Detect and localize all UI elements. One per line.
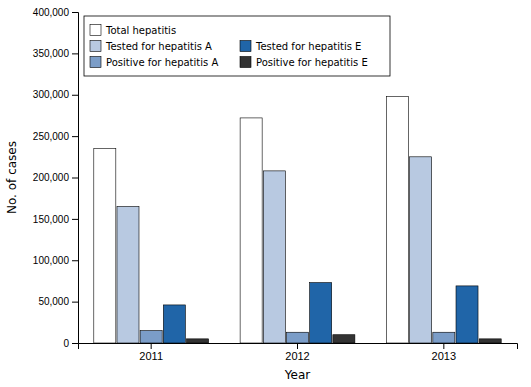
x-tick-mark <box>297 343 298 349</box>
bar <box>310 283 332 343</box>
chart: 2011 2012 2013 0 50,000 100,000 150,000 200,000… <box>0 0 531 387</box>
y-tick: 150,000 <box>33 214 78 225</box>
legend: Total hepatitis Tested for hepatitis A Pos… <box>84 16 390 76</box>
legend-swatch <box>90 41 101 52</box>
legend-swatch <box>90 25 101 36</box>
y-axis-line <box>72 13 79 344</box>
x-tick-mark <box>151 343 152 349</box>
y-tick: 350,000 <box>33 48 78 59</box>
x-axis: 2011 2012 2013 <box>79 343 518 362</box>
legend-item: Positive for hepatitis A <box>90 57 218 68</box>
x-axis-title: Year <box>284 368 310 382</box>
y-tick: 400,000 <box>33 7 78 18</box>
y-tick-label: 350,000 <box>33 48 70 59</box>
y-tick: 50,000 <box>38 296 78 307</box>
legend-label: Positive for hepatitis A <box>106 57 218 68</box>
y-tick-mark <box>72 260 78 261</box>
y-tick-mark <box>72 53 78 54</box>
y-tick-label: 50,000 <box>38 296 69 307</box>
y-tick-label: 200,000 <box>33 172 70 183</box>
y-axis-title: No. of cases <box>5 141 19 214</box>
bar <box>240 118 262 343</box>
x-axis-line <box>79 344 518 350</box>
x-tick: 2013 <box>432 343 456 362</box>
plot: 2011 2012 2013 0 50,000 100,000 150,000 200,000… <box>33 7 518 362</box>
bar <box>456 286 478 343</box>
x-tick: 2011 <box>139 343 163 362</box>
legend-swatch <box>90 57 101 68</box>
bar <box>263 171 285 343</box>
legend-label: Tested for hepatitis A <box>105 41 212 52</box>
legend-swatch <box>240 41 251 52</box>
legend-item: Tested for hepatitis E <box>240 41 361 52</box>
y-axis: 0 50,000 100,000 150,000 200,000 250,000 300,0… <box>33 7 79 349</box>
bar <box>117 206 139 343</box>
bar <box>433 332 455 343</box>
y-tick-mark <box>72 302 78 303</box>
y-tick-label: 400,000 <box>33 7 70 18</box>
x-tick-mark <box>443 343 444 349</box>
x-tick-label: 2013 <box>432 350 456 362</box>
legend-item: Tested for hepatitis A <box>90 41 212 52</box>
y-tick-mark <box>72 12 78 13</box>
bar <box>386 96 408 343</box>
y-tick: 0 <box>63 338 78 349</box>
bar <box>140 331 162 343</box>
legend-label: Total hepatitis <box>105 25 176 36</box>
y-tick-mark <box>72 219 78 220</box>
x-tick-label: 2012 <box>285 350 309 362</box>
bar <box>410 157 432 343</box>
y-tick: 300,000 <box>33 89 78 100</box>
bar <box>286 332 308 343</box>
y-tick-label: 150,000 <box>33 214 70 225</box>
bar <box>333 335 355 343</box>
legend-box <box>84 16 390 76</box>
y-tick-label: 300,000 <box>33 89 70 100</box>
legend-label: Tested for hepatitis E <box>255 41 361 52</box>
legend-swatch <box>240 57 251 68</box>
bar <box>94 149 116 343</box>
bar <box>163 305 185 343</box>
y-tick: 200,000 <box>33 172 78 183</box>
y-tick-mark <box>72 178 78 179</box>
y-tick: 250,000 <box>33 131 78 142</box>
bar <box>479 339 501 343</box>
legend-item: Positive for hepatitis E <box>240 57 368 68</box>
x-tick-label: 2011 <box>139 350 163 362</box>
y-tick-mark <box>72 136 78 137</box>
y-tick: 100,000 <box>33 255 78 266</box>
bars <box>94 96 501 343</box>
x-tick: 2012 <box>285 343 309 362</box>
bar <box>187 339 209 343</box>
legend-label: Positive for hepatitis E <box>256 57 368 68</box>
y-tick-mark <box>72 343 78 344</box>
y-tick-label: 100,000 <box>33 255 70 266</box>
y-tick-mark <box>72 95 78 96</box>
y-tick-label: 250,000 <box>33 131 70 142</box>
legend-item: Total hepatitis <box>90 25 176 36</box>
y-tick-label: 0 <box>63 338 69 349</box>
